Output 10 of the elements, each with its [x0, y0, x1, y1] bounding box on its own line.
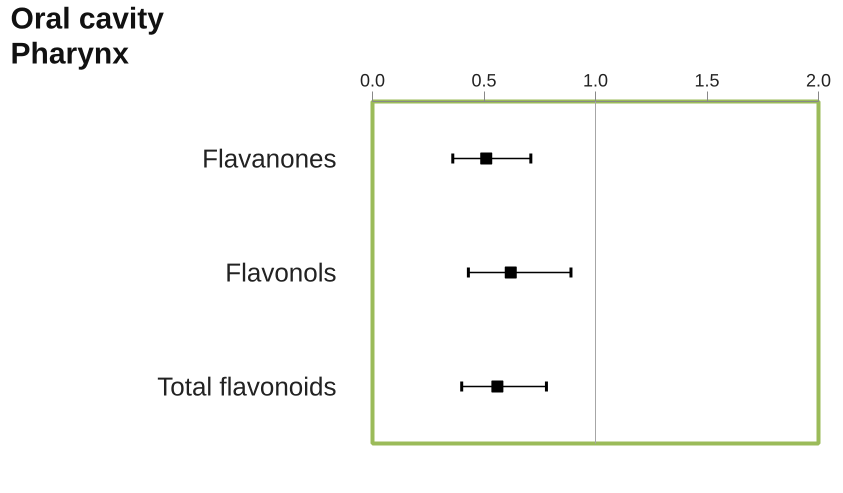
- x-tick-label: 0.0: [360, 70, 386, 90]
- x-tick-label: 1.0: [582, 70, 608, 90]
- x-tick-label: 2.0: [806, 70, 832, 90]
- x-tick-label: 1.5: [694, 70, 720, 90]
- text: Oral cavity: [10, 2, 164, 36]
- y-tick-label: Flavonols: [225, 258, 337, 288]
- x-tick-label: 0.5: [471, 70, 497, 90]
- text: Pharynx: [10, 38, 130, 70]
- y-tick-label: Total flavonoids: [157, 372, 337, 402]
- y-tick-label: Flavanones: [202, 144, 337, 174]
